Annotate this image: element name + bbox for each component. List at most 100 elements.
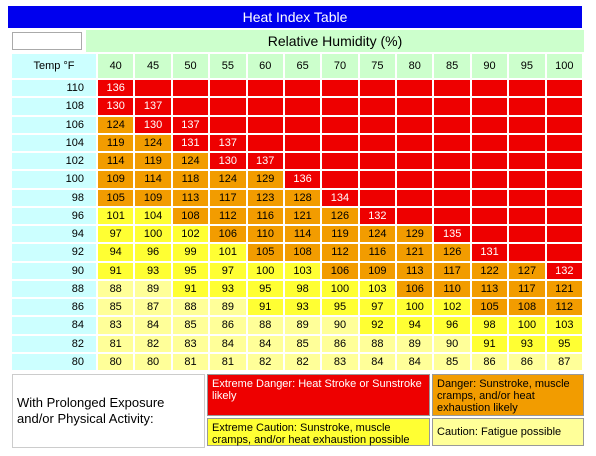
heat-index-cell: 135 bbox=[434, 226, 470, 243]
heat-index-cell bbox=[397, 98, 433, 115]
heat-index-cell: 89 bbox=[210, 299, 246, 316]
heat-index-cell: 137 bbox=[135, 98, 171, 115]
heat-index-cell: 97 bbox=[210, 262, 246, 279]
heat-index-cell: 113 bbox=[471, 280, 508, 297]
heat-index-cell bbox=[210, 116, 246, 133]
heat-index-cell bbox=[509, 207, 545, 224]
heat-index-cell bbox=[546, 226, 582, 243]
heat-index-cell: 109 bbox=[359, 262, 396, 279]
heat-index-cell: 110 bbox=[434, 280, 470, 297]
heat-index-cell: 95 bbox=[546, 335, 582, 352]
heat-index-cell: 86 bbox=[509, 353, 545, 370]
heat-index-cell: 86 bbox=[210, 317, 246, 334]
heat-index-cell: 80 bbox=[98, 353, 134, 370]
heat-index-cell bbox=[546, 244, 582, 261]
heat-index-cell: 119 bbox=[322, 226, 358, 243]
humidity-header: 80 bbox=[397, 54, 433, 78]
heat-index-cell: 94 bbox=[397, 317, 433, 334]
heat-index-cell: 128 bbox=[284, 189, 321, 206]
heat-index-cell: 98 bbox=[284, 280, 321, 297]
heat-index-cell bbox=[359, 116, 396, 133]
heat-index-cell bbox=[509, 189, 545, 206]
heat-index-cell: 94 bbox=[98, 244, 134, 261]
heat-index-cell bbox=[509, 80, 545, 97]
heat-index-cell bbox=[284, 116, 321, 133]
heat-index-cell bbox=[397, 171, 433, 188]
heat-index-cell: 124 bbox=[135, 134, 171, 151]
heat-index-cell: 82 bbox=[135, 335, 171, 352]
heat-index-cell: 100 bbox=[322, 280, 358, 297]
humidity-header: 70 bbox=[322, 54, 358, 78]
heat-index-cell: 127 bbox=[509, 262, 545, 279]
heat-index-cell: 95 bbox=[172, 262, 209, 279]
heat-index-cell: 117 bbox=[434, 262, 470, 279]
humidity-header: 60 bbox=[247, 54, 283, 78]
legend-level: Extreme Danger: Heat Stroke or Sunstroke… bbox=[207, 374, 430, 416]
heat-index-cell: 84 bbox=[397, 353, 433, 370]
heat-index-cell: 98 bbox=[471, 317, 508, 334]
heat-index-cell bbox=[247, 98, 283, 115]
heat-index-cell bbox=[247, 116, 283, 133]
heat-index-cell: 83 bbox=[98, 317, 134, 334]
heat-index-cell bbox=[322, 116, 358, 133]
heat-index-cell bbox=[359, 153, 396, 170]
heat-index-cell: 136 bbox=[284, 171, 321, 188]
heat-index-cell: 106 bbox=[397, 280, 433, 297]
temp-header: 88 bbox=[12, 280, 96, 297]
heat-index-cell: 124 bbox=[210, 171, 246, 188]
temp-header: 84 bbox=[12, 317, 96, 334]
heat-index-cell: 88 bbox=[98, 280, 134, 297]
heat-index-cell: 82 bbox=[247, 353, 283, 370]
heat-index-cell: 126 bbox=[434, 244, 470, 261]
heat-index-cell: 117 bbox=[210, 189, 246, 206]
heat-index-cell: 92 bbox=[359, 317, 396, 334]
heat-index-cell: 93 bbox=[509, 335, 545, 352]
heat-index-cell: 113 bbox=[397, 262, 433, 279]
heat-index-cell: 81 bbox=[210, 353, 246, 370]
heat-index-cell: 96 bbox=[135, 244, 171, 261]
temp-header: 80 bbox=[12, 353, 96, 370]
heat-index-cell: 89 bbox=[397, 335, 433, 352]
heat-index-cell bbox=[284, 134, 321, 151]
heat-index-cell bbox=[434, 171, 470, 188]
temp-header: 100 bbox=[12, 171, 96, 188]
temp-header: 102 bbox=[12, 153, 96, 170]
heat-index-cell: 112 bbox=[322, 244, 358, 261]
heat-index-cell: 90 bbox=[322, 317, 358, 334]
heat-index-cell: 132 bbox=[359, 207, 396, 224]
heat-index-cell bbox=[359, 80, 396, 97]
heat-index-cell bbox=[210, 80, 246, 97]
heat-index-cell: 95 bbox=[322, 299, 358, 316]
heat-index-cell bbox=[509, 244, 545, 261]
humidity-header: 55 bbox=[210, 54, 246, 78]
heat-index-cell bbox=[546, 98, 582, 115]
humidity-header: 65 bbox=[284, 54, 321, 78]
heat-index-cell: 112 bbox=[210, 207, 246, 224]
heat-index-cell: 132 bbox=[546, 262, 582, 279]
heat-index-cell: 85 bbox=[284, 335, 321, 352]
heat-index-cell bbox=[434, 116, 470, 133]
heat-index-cell: 91 bbox=[471, 335, 508, 352]
heat-index-cell: 97 bbox=[359, 299, 396, 316]
heat-index-cell bbox=[322, 134, 358, 151]
heat-index-cell: 89 bbox=[284, 317, 321, 334]
humidity-header: 90 bbox=[471, 54, 508, 78]
heat-index-cell bbox=[359, 171, 396, 188]
temp-header: 90 bbox=[12, 262, 96, 279]
heat-index-cell: 90 bbox=[434, 335, 470, 352]
heat-index-cell bbox=[322, 98, 358, 115]
heat-index-cell: 85 bbox=[98, 299, 134, 316]
heat-index-cell: 88 bbox=[247, 317, 283, 334]
heat-index-cell: 86 bbox=[471, 353, 508, 370]
heat-index-cell: 91 bbox=[247, 299, 283, 316]
heat-index-cell: 124 bbox=[172, 153, 209, 170]
heat-index-cell: 131 bbox=[172, 134, 209, 151]
heat-index-cell: 104 bbox=[135, 207, 171, 224]
heat-index-cell bbox=[546, 80, 582, 97]
heat-index-cell: 129 bbox=[397, 226, 433, 243]
heat-index-cell: 106 bbox=[322, 262, 358, 279]
temp-header: 98 bbox=[12, 189, 96, 206]
humidity-header: 45 bbox=[135, 54, 171, 78]
heat-index-cell bbox=[471, 153, 508, 170]
heat-index-cell bbox=[509, 116, 545, 133]
